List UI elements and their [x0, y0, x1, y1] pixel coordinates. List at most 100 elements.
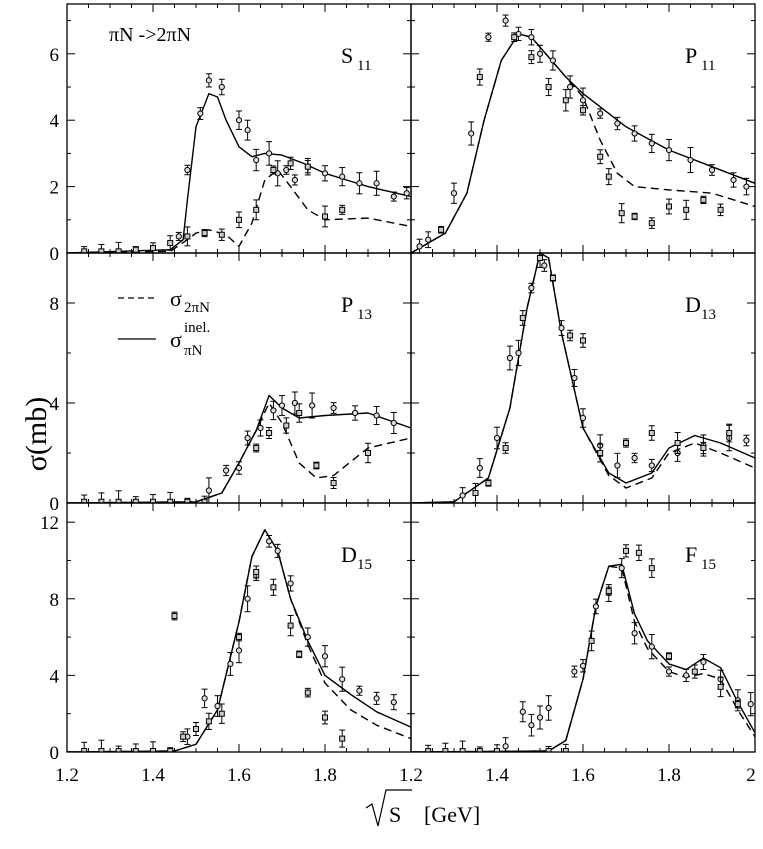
- y-tick-label: 8: [50, 294, 60, 315]
- data-point-circle: [747, 701, 754, 708]
- legend-solid-superscript: inel.: [184, 320, 210, 336]
- data-point-square: [132, 246, 139, 253]
- data-point-square: [115, 748, 122, 752]
- y-tick-label: 4: [50, 666, 60, 687]
- data-point-circle: [528, 34, 535, 41]
- data-point-square: [623, 547, 629, 554]
- data-point-square: [618, 210, 625, 217]
- data-point-square: [472, 490, 479, 496]
- data-point-circle: [631, 630, 638, 637]
- panel-label: D: [685, 292, 701, 317]
- data-point-square: [567, 332, 574, 339]
- data-point-circle: [545, 704, 552, 712]
- data-point-circle: [614, 462, 621, 469]
- legend-solid-symbol: σ: [170, 327, 182, 352]
- data-point-circle: [567, 83, 574, 91]
- data-point-circle: [528, 284, 535, 292]
- data-point-square: [717, 683, 724, 690]
- y-tick-label: 0: [50, 743, 60, 764]
- chart-title: πN ->2πN: [109, 24, 191, 46]
- data-point-square: [588, 637, 595, 644]
- x-tick-label: 1.4: [485, 765, 509, 786]
- data-point-circle: [291, 399, 298, 407]
- data-point-square: [81, 748, 88, 752]
- panel-label-subscript: 13: [357, 307, 372, 323]
- panel-label-subscript: 11: [701, 58, 715, 74]
- data-point-circle: [223, 467, 230, 474]
- data-point-square: [580, 337, 586, 344]
- data-point-square: [322, 213, 328, 220]
- panel-5: F 15: [410, 502, 756, 753]
- data-point-square: [545, 84, 552, 90]
- data-point-circle: [253, 156, 260, 164]
- x-tick-label: 2: [746, 765, 756, 786]
- data-point-circle: [403, 190, 410, 197]
- data-point-circle: [493, 434, 501, 442]
- data-point-square: [605, 588, 612, 595]
- data-point-square: [597, 153, 604, 160]
- data-point-circle: [321, 653, 329, 660]
- data-point-circle: [579, 97, 587, 104]
- legend-solid-subscript: πN: [184, 343, 203, 359]
- data-point-square: [623, 440, 629, 446]
- data-point-square: [476, 748, 483, 752]
- data-point-square: [674, 440, 681, 446]
- data-point-circle: [459, 492, 466, 499]
- data-point-square: [253, 206, 260, 213]
- data-point-square: [270, 584, 277, 591]
- data-point-circle: [730, 176, 737, 184]
- data-point-circle: [648, 462, 655, 469]
- data-point-circle: [244, 434, 251, 442]
- panel-label-subscript: 13: [701, 307, 716, 323]
- sqrt-symbol: [365, 789, 412, 827]
- panels: S 11 P 11P 13 D 13D 15 F 15: [66, 3, 756, 753]
- two-pi-n-curve: [411, 253, 755, 503]
- data-point-square: [304, 163, 311, 170]
- data-point-square: [339, 206, 346, 213]
- data-point-circle: [519, 708, 526, 715]
- data-point-circle: [205, 487, 212, 494]
- data-point-circle: [614, 120, 621, 127]
- data-point-square: [150, 498, 156, 503]
- data-point-circle: [558, 324, 565, 332]
- data-point-square: [270, 167, 277, 173]
- data-point-square: [494, 748, 500, 752]
- x-tick-label: 1.8: [657, 765, 681, 786]
- panel-frame: [410, 3, 756, 254]
- data-point-square: [253, 445, 260, 451]
- data-point-square: [266, 430, 273, 436]
- data-point-square: [549, 275, 556, 281]
- data-point-square: [253, 568, 260, 575]
- data-point-circle: [227, 660, 234, 667]
- data-point-square: [605, 173, 612, 180]
- panel-3: D 13: [410, 252, 756, 504]
- y-tick-label: 4: [50, 394, 60, 415]
- data-point-square: [648, 220, 655, 227]
- data-point-square: [726, 430, 733, 436]
- x-tick-label: 1.4: [141, 765, 165, 786]
- legend: σ 2πN σ inel. πN: [118, 286, 210, 359]
- data-point-circle: [373, 695, 380, 702]
- data-point-square: [150, 748, 156, 752]
- data-point-square: [502, 445, 509, 451]
- inelastic-curve: [411, 253, 755, 503]
- data-point-square: [580, 107, 586, 114]
- data-point-square: [296, 651, 303, 658]
- data-point-circle: [631, 130, 638, 137]
- panel-label: F: [685, 542, 697, 567]
- x-tick-label: 1.8: [313, 765, 337, 786]
- data-point-circle: [235, 464, 243, 472]
- data-point-circle: [309, 402, 316, 409]
- inelastic-curve: [67, 394, 411, 503]
- x-axis-symbol: S: [389, 802, 401, 827]
- data-point-circle: [515, 349, 522, 357]
- data-point-square: [485, 480, 492, 486]
- data-point-circle: [549, 57, 557, 64]
- data-point-square: [171, 613, 178, 620]
- data-point-circle: [592, 603, 600, 610]
- data-point-circle: [214, 702, 221, 710]
- data-point-circle: [390, 419, 397, 427]
- data-point-circle: [502, 17, 509, 24]
- data-point-square: [700, 196, 707, 203]
- data-point-square: [734, 701, 741, 708]
